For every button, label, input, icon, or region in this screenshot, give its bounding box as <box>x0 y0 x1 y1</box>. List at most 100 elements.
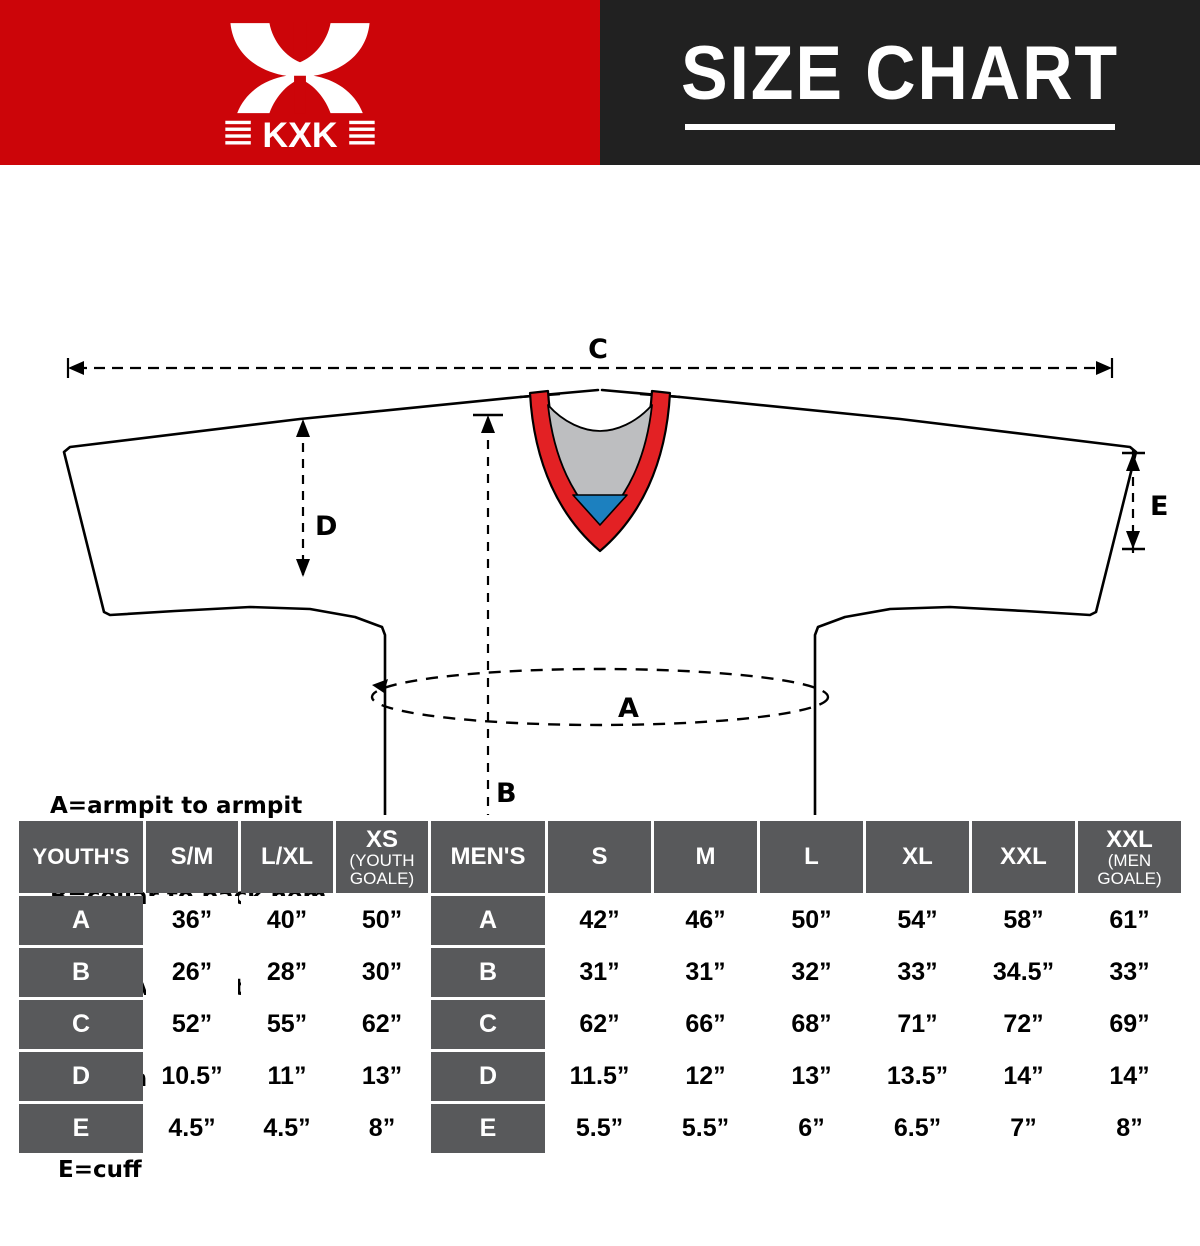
row-label-youth-d: D <box>19 1052 143 1101</box>
row-label-mens-c: C <box>431 1000 545 1049</box>
cell-youth-xs-a: 50” <box>336 896 428 945</box>
cell-mens-xxlg-b: 33” <box>1078 948 1181 997</box>
kxk-wordmark: KXK <box>262 115 337 153</box>
dimension-label-c: C <box>588 334 608 365</box>
dimension-d <box>296 419 310 577</box>
cell-youth-sm-c: 52” <box>146 1000 238 1049</box>
col-header-xs-sublabel: (YOUTH GOALE) <box>349 850 415 888</box>
row-label-mens-a: A <box>431 896 545 945</box>
col-header-xl-label: XL <box>902 843 933 871</box>
brand-panel: KXK <box>0 0 600 165</box>
col-header-sm-label: S/M <box>170 843 214 871</box>
cell-youth-lxl-a: 40” <box>241 896 333 945</box>
cell-mens-s-e: 5.5” <box>548 1104 651 1153</box>
cell-mens-xxlg-e: 8” <box>1078 1104 1181 1153</box>
col-header-l-label: L <box>804 843 819 871</box>
col-header-s: S <box>548 821 651 893</box>
cell-mens-s-c: 62” <box>548 1000 651 1049</box>
cell-mens-m-e: 5.5” <box>654 1104 757 1153</box>
table-row: B 26” 28” 30” B 31” 31” 32” 33” 34.5” 33… <box>19 948 1181 997</box>
col-header-l: L <box>760 821 863 893</box>
dimension-label-e: E <box>1150 491 1168 522</box>
jersey-outline-left <box>62 388 600 815</box>
cell-mens-xxl-e: 7” <box>972 1104 1075 1153</box>
cell-mens-l-d: 13” <box>760 1052 863 1101</box>
jersey-outline-right <box>600 388 1138 815</box>
col-header-xxl: XXL <box>972 821 1075 893</box>
cell-mens-l-c: 68” <box>760 1000 863 1049</box>
cell-youth-sm-e: 4.5” <box>146 1104 238 1153</box>
legend-line-a: A=armpit to armpit <box>50 792 303 819</box>
jersey-diagram: D E B A C A=armpit <box>0 165 1200 1183</box>
dimension-e <box>1122 449 1145 553</box>
table-row: C 52” 55” 62” C 62” 66” 68” 71” 72” 69” <box>19 1000 1181 1049</box>
col-header-lxl: L/XL <box>241 821 333 893</box>
dimension-b <box>473 413 503 815</box>
dimension-label-b: B <box>496 778 517 809</box>
col-header-xxl-label: XXL <box>1000 843 1047 871</box>
legend-line-e: E=cuff <box>50 1157 142 1184</box>
cell-mens-l-b: 32” <box>760 948 863 997</box>
table-row: A 36” 40” 50” A 42” 46” 50” 54” 58” 61” <box>19 896 1181 945</box>
cell-mens-xxl-d: 14” <box>972 1052 1075 1101</box>
cell-youth-sm-d: 10.5” <box>146 1052 238 1101</box>
row-label-mens-b: B <box>431 948 545 997</box>
col-header-s-label: S <box>591 843 608 871</box>
col-header-xs-label: XS <box>365 825 398 853</box>
kxk-logo-icon: KXK <box>225 20 375 153</box>
size-table-container: YOUTH'S S/M L/XL XS (YOUTH GOALE) MEN'S … <box>16 818 1184 1156</box>
dimension-label-a: A <box>618 693 639 724</box>
cell-mens-xxl-b: 34.5” <box>972 948 1075 997</box>
row-label-youth-e: E <box>19 1104 143 1153</box>
cell-youth-lxl-e: 4.5” <box>241 1104 333 1153</box>
cell-mens-l-a: 50” <box>760 896 863 945</box>
cell-mens-xxlg-c: 69” <box>1078 1000 1181 1049</box>
table-row: E 4.5” 4.5” 8” E 5.5” 5.5” 6” 6.5” 7” 8” <box>19 1104 1181 1153</box>
cell-mens-xl-d: 13.5” <box>866 1052 969 1101</box>
col-header-m-label: M <box>695 843 716 871</box>
cell-mens-xl-a: 54” <box>866 896 969 945</box>
col-header-xl: XL <box>866 821 969 893</box>
table-header-row: YOUTH'S S/M L/XL XS (YOUTH GOALE) MEN'S … <box>19 821 1181 893</box>
dimension-label-d: D <box>315 511 337 542</box>
cell-mens-xl-c: 71” <box>866 1000 969 1049</box>
cell-youth-xs-c: 62” <box>336 1000 428 1049</box>
col-header-mens-label: MEN'S <box>450 843 526 871</box>
cell-youth-xs-d: 13” <box>336 1052 428 1101</box>
col-header-xxlg-sublabel: (MEN GOALE) <box>1097 850 1162 888</box>
cell-youth-lxl-b: 28” <box>241 948 333 997</box>
cell-youth-lxl-c: 55” <box>241 1000 333 1049</box>
cell-mens-xl-b: 33” <box>866 948 969 997</box>
cell-mens-m-b: 31” <box>654 948 757 997</box>
dimension-c <box>66 358 1114 378</box>
cell-youth-sm-b: 26” <box>146 948 238 997</box>
col-header-youths: YOUTH'S <box>19 821 143 893</box>
title-underline <box>685 123 1115 130</box>
row-label-mens-d: D <box>431 1052 545 1101</box>
cell-mens-l-e: 6” <box>760 1104 863 1153</box>
row-label-youth-b: B <box>19 948 143 997</box>
page-header: KXK SIZE CHART <box>0 0 1200 165</box>
cell-youth-xs-b: 30” <box>336 948 428 997</box>
collar-inner <box>547 404 653 524</box>
table-row: D 10.5” 11” 13” D 11.5” 12” 13” 13.5” 14… <box>19 1052 1181 1101</box>
dimension-a <box>370 667 830 727</box>
row-label-youth-c: C <box>19 1000 143 1049</box>
page-title: SIZE CHART <box>681 30 1119 116</box>
col-header-xs-youth-goalie: XS (YOUTH GOALE) <box>336 821 428 893</box>
cell-mens-s-a: 42” <box>548 896 651 945</box>
col-header-youths-label: YOUTH'S <box>32 844 130 870</box>
cell-youth-sm-a: 36” <box>146 896 238 945</box>
cell-mens-s-d: 11.5” <box>548 1052 651 1101</box>
row-label-mens-e: E <box>431 1104 545 1153</box>
col-header-m: M <box>654 821 757 893</box>
cell-mens-xxlg-d: 14” <box>1078 1052 1181 1101</box>
jersey-diagram-svg: D E B A C <box>62 334 1168 815</box>
cell-mens-xl-e: 6.5” <box>866 1104 969 1153</box>
size-chart-table: YOUTH'S S/M L/XL XS (YOUTH GOALE) MEN'S … <box>16 818 1184 1156</box>
cell-mens-m-c: 66” <box>654 1000 757 1049</box>
col-header-mens: MEN'S <box>431 821 545 893</box>
col-header-xxlg-label: XXL <box>1106 825 1153 853</box>
title-panel: SIZE CHART <box>600 0 1200 165</box>
cell-mens-xxlg-a: 61” <box>1078 896 1181 945</box>
